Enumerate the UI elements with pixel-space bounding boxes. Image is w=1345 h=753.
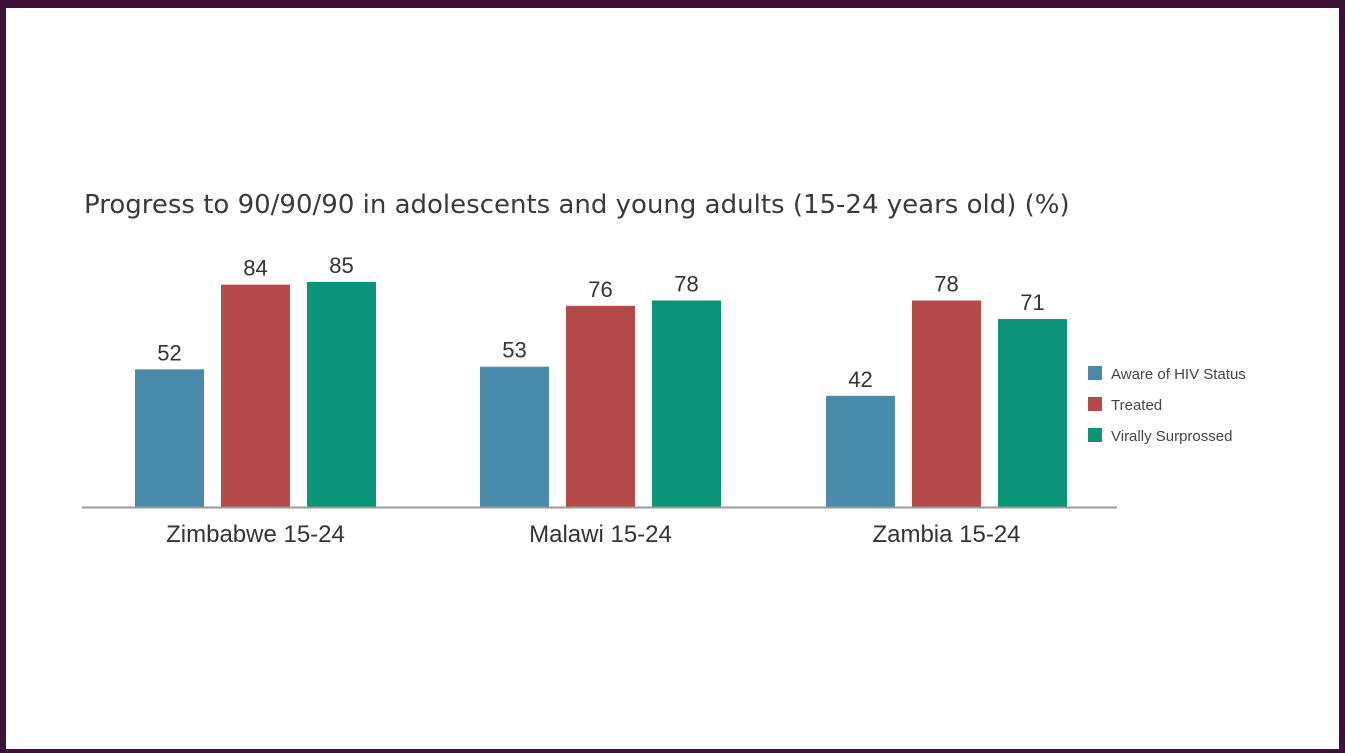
data-label-1-1: 76 bbox=[588, 277, 612, 302]
bar-1-0 bbox=[480, 366, 549, 507]
data-label-0-1: 84 bbox=[243, 256, 267, 281]
category-label-0: Zimbabwe 15-24 bbox=[166, 521, 345, 548]
bar-1-1 bbox=[566, 305, 635, 507]
legend-swatch-1 bbox=[1088, 397, 1102, 411]
data-label-2-0: 42 bbox=[848, 367, 872, 392]
data-label-0-2: 85 bbox=[329, 253, 353, 278]
bar-0-2 bbox=[307, 282, 376, 507]
data-label-0-0: 52 bbox=[157, 340, 181, 365]
data-label-2-1: 78 bbox=[934, 272, 958, 297]
chart-title: Progress to 90/90/90 in adolescents and … bbox=[84, 190, 1070, 220]
bar-0-1 bbox=[221, 284, 290, 507]
bar-2-1 bbox=[912, 300, 981, 507]
bar-1-2 bbox=[652, 300, 721, 507]
legend-swatch-0 bbox=[1088, 366, 1102, 380]
category-label-1: Malawi 15-24 bbox=[529, 521, 672, 548]
data-label-2-2: 71 bbox=[1020, 290, 1044, 315]
bar-2-2 bbox=[998, 319, 1067, 507]
legend-swatch-2 bbox=[1088, 428, 1102, 442]
legend-label-1: Treated bbox=[1111, 397, 1162, 414]
legend-label-2: Virally Surprossed bbox=[1111, 428, 1232, 445]
bar-0-0 bbox=[135, 369, 204, 507]
category-label-2: Zambia 15-24 bbox=[872, 521, 1020, 548]
data-label-1-0: 53 bbox=[502, 338, 526, 363]
legend-label-0: Aware of HIV Status bbox=[1111, 366, 1246, 383]
data-label-1-2: 78 bbox=[674, 272, 698, 297]
bar-2-0 bbox=[826, 395, 895, 507]
